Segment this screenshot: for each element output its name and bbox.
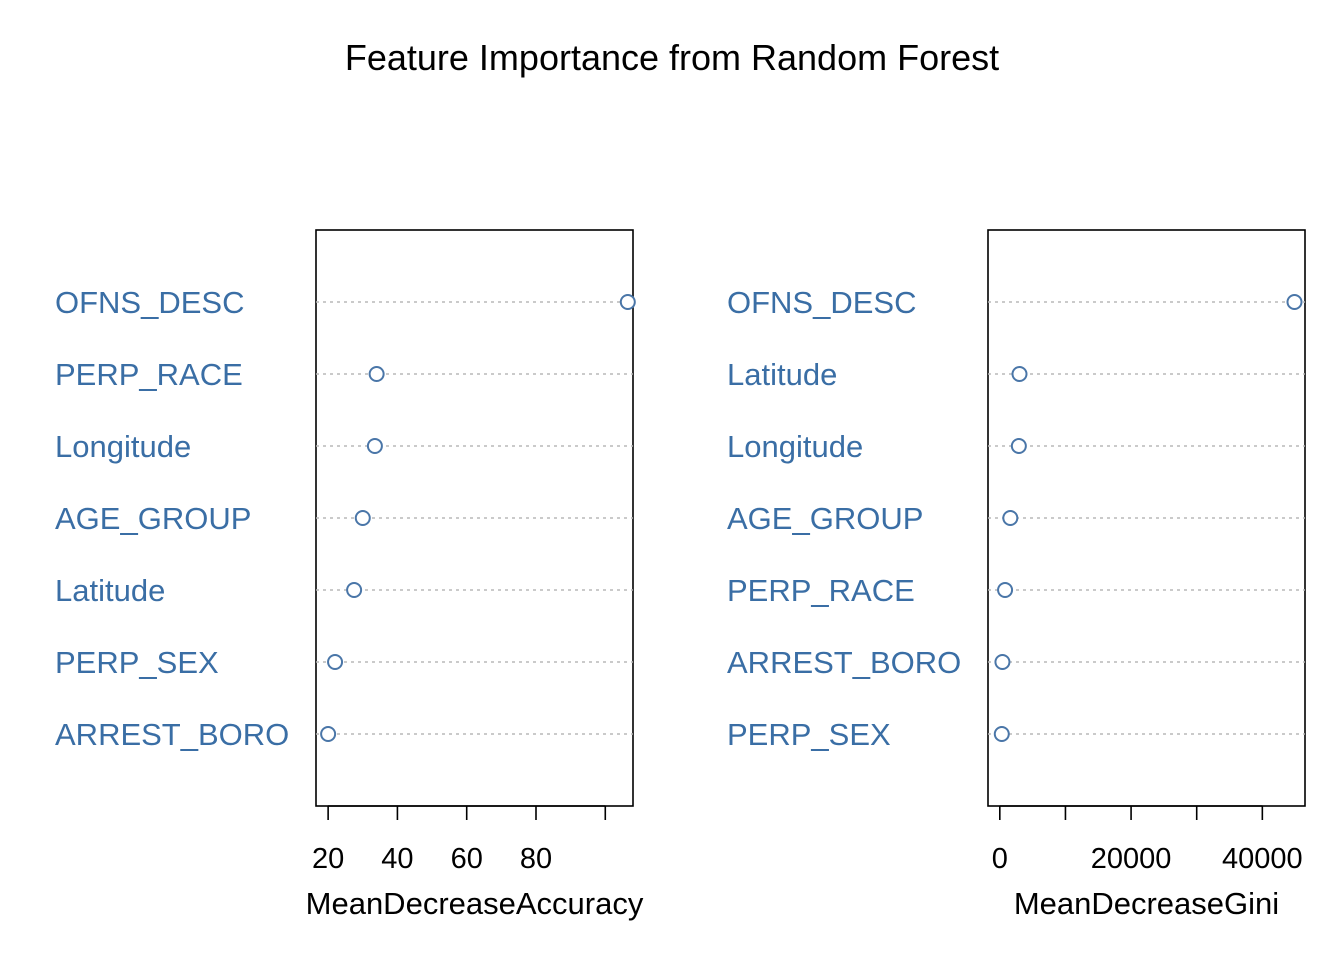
category-label: PERP_SEX [727,717,891,752]
data-point [366,438,383,454]
panel-mean-decrease-accuracy: OFNS_DESC PERP_RACE Longitude AGE_GROUP Lati… [55,229,644,921]
category-label: PERP_RACE [55,357,243,392]
category-label: Longitude [55,429,191,464]
x-tick-label: 40000 [1222,843,1303,875]
x-tick-label: 80 [520,843,552,875]
plot-frame [987,229,1306,807]
data-point [1002,510,1019,526]
data-point [994,654,1011,670]
category-label: ARREST_BORO [727,645,961,680]
data-point [993,726,1010,742]
x-tick-label: 60 [451,843,483,875]
data-point [354,510,371,526]
x-tick-label: 40 [381,843,413,875]
chart-title: Feature Importance from Random Forest [345,37,999,78]
data-point [346,582,363,598]
category-label: AGE_GROUP [55,501,251,536]
data-point [327,654,344,670]
data-point [1011,366,1028,382]
category-label: Latitude [727,357,837,392]
category-label: Latitude [55,573,165,608]
data-point [320,726,337,742]
x-axis-title: MeanDecreaseAccuracy [306,886,644,921]
category-label: Longitude [727,429,863,464]
data-point [368,366,385,382]
category-label: PERP_RACE [727,573,915,608]
category-label: OFNS_DESC [55,285,244,320]
category-label: AGE_GROUP [727,501,923,536]
data-point [1286,294,1303,310]
data-point [997,582,1014,598]
x-tick-label: 20000 [1091,843,1172,875]
data-point [619,294,636,310]
panel-mean-decrease-gini: OFNS_DESC Latitude Longitude AGE_GROUP PERP_… [727,229,1306,921]
category-label: PERP_SEX [55,645,219,680]
x-tick-label: 20 [312,843,344,875]
x-tick-label: 0 [992,843,1008,875]
category-label: OFNS_DESC [727,285,916,320]
category-label: ARREST_BORO [55,717,289,752]
x-axis-title: MeanDecreaseGini [1014,886,1279,921]
data-point [1010,438,1027,454]
